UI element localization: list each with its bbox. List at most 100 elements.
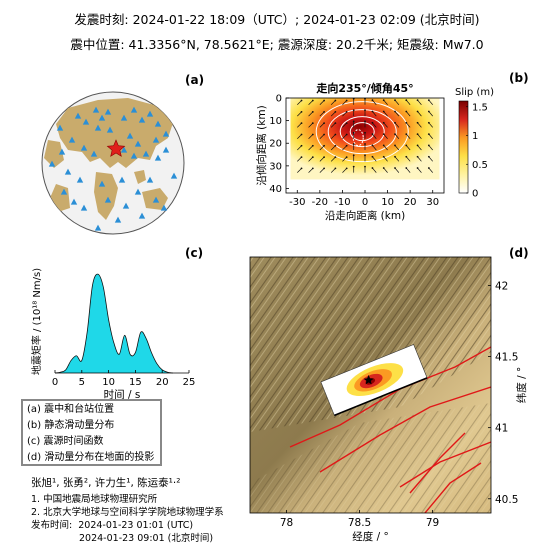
rake-arrow [297,156,302,162]
x-tick-label: 78 [280,517,293,529]
rake-arrow [428,133,433,139]
rake-arrow-head [405,144,408,147]
y-tick-label: 0 [276,94,282,105]
station-marker [80,144,88,151]
rake-arrow [428,111,433,117]
rake-arrow [319,168,325,173]
map-terrain [250,257,491,513]
station-marker [162,130,170,137]
rake-arrow-head [427,167,430,169]
slip-title: 走向235°/倾角45° [315,81,413,95]
rake-arrow-head [345,122,348,125]
map-frame [249,256,492,514]
rake-arrow-head [427,99,430,102]
x-tick-label: 20 [404,197,417,208]
rake-arrow-head [352,143,355,145]
y-tick-label: 41.5 [495,352,518,364]
rake-arrow [308,111,314,117]
station-marker [104,196,112,203]
rake-arrow-head [364,154,366,157]
rake-arrow-head [394,155,396,158]
rake-arrow-head [311,133,314,136]
rake-arrow [319,145,325,151]
rake-arrow-head [371,167,374,169]
rake-arrow-head [352,98,355,100]
rake-arrow-head [323,133,325,136]
authors: 张旭¹, 张勇², 许力生¹, 陈运泰¹·² [31,477,181,489]
x-tick-label: 5 [79,377,85,388]
rake-arrow-head [427,155,430,158]
rake-arrow-head [345,167,348,170]
station-marker [68,136,76,143]
affiliation-1: 1. 中国地震局地球物理研究所 [31,494,158,505]
rake-arrow [428,156,433,162]
x-tick-label: 0 [362,197,368,208]
rake-arrow-head [300,144,303,147]
epicenter-star [363,374,374,385]
rake-arrow [342,156,347,162]
rake-arrow-head [323,122,325,125]
rake-arrow [297,145,302,151]
rake-arrow [342,134,347,139]
rake-arrow [417,167,422,173]
rake-arrow [342,100,347,106]
rake-arrow [372,167,377,173]
station-marker [152,196,160,203]
rake-arrow-head [394,110,396,113]
rake-arrow-head [345,99,348,102]
legend-item-c: (c) 震源时间函数 [27,436,104,447]
rake-arrow-head [334,167,337,170]
rake-arrow [319,122,325,128]
epicenter-star [106,139,126,157]
rake-arrow-head [352,109,355,111]
legend-item-b: (b) 静态滑动量分布 [27,420,115,431]
rake-arrow-head [345,156,348,158]
rake-arrow [406,167,411,173]
rake-arrow [383,167,388,173]
station-marker [80,204,88,211]
station-marker [154,120,162,127]
rake-arrow-head [311,167,314,170]
colorbar-tick-label: 1 [472,131,478,142]
station-marker [74,112,82,119]
rake-arrow-head [352,120,355,123]
rake-arrow-head [382,167,385,169]
station-marker [98,114,106,121]
rake-arrow-head [394,99,396,102]
panel-b-slip-chart: -30 -20 -10 0 10 20 30010203040走向235°/倾角45°沿走向… [255,81,494,222]
rake-arrow [342,111,347,117]
rake-arrow [297,168,302,173]
station-marker [48,160,56,167]
rake-arrow-head [382,133,385,136]
rake-arrow-head [427,133,430,136]
station-marker [98,180,106,187]
legend-item-a: (a) 震中和台站位置 [27,404,115,415]
rake-arrow [383,122,388,128]
epicenter-info: 震中位置: 41.3356°N, 78.5621°E; 震源深度: 20.2千米… [70,37,484,52]
rake-arrow-head [394,133,396,136]
rake-arrow-head [311,122,314,125]
slip-contour [349,122,375,142]
x-tick-label: 15 [129,377,142,388]
rake-arrow-head [371,144,374,147]
x-tick-label: -30 [289,197,305,208]
rake-arrow-head [311,156,314,158]
origin-time: 发震时刻: 2024-01-22 18:09（UTC）; 2024-01-23 … [74,12,480,27]
station-marker [104,108,112,115]
slip-x-label: 沿走向距离 (km) [325,209,405,222]
slip-contour [315,101,409,163]
slip-field [290,98,440,180]
rake-arrow-head [334,133,337,136]
rake-arrow-head [352,165,355,168]
rake-arrow-head [323,144,325,147]
station-marker [94,224,102,231]
x-tick-label: 10 [102,377,115,388]
rake-arrow-head [382,144,385,147]
x-tick-label: 20 [156,377,169,388]
rake-arrow-head [405,167,408,169]
rake-arrow [428,167,433,173]
fault-trace [319,386,491,473]
rake-arrow [330,134,336,139]
station-marker [122,202,130,209]
rake-arrow [394,133,400,139]
